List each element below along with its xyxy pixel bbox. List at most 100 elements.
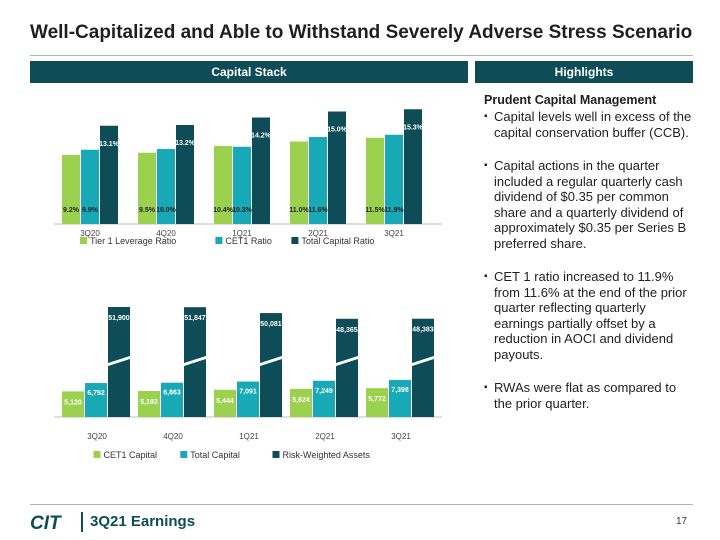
axis-break-mark	[105, 355, 133, 367]
legend-label: Risk-Weighted Assets	[283, 450, 371, 460]
x-tick-label: 1Q21	[232, 229, 252, 238]
legend-swatch	[180, 451, 188, 458]
data-label: 9.9%	[82, 207, 99, 214]
bar	[404, 109, 422, 224]
data-label: 13.1%	[99, 141, 120, 148]
data-label: 11.5%	[365, 207, 385, 214]
bar	[81, 149, 99, 224]
data-label: 14.2%	[251, 133, 272, 140]
data-label: 7,091	[239, 389, 257, 396]
highlight-item: Capital levels well in excess of the cap…	[484, 109, 696, 140]
data-label: 5,772	[368, 396, 386, 403]
bar	[252, 117, 270, 224]
data-label: 15.0%	[327, 127, 348, 134]
data-label: 5,624	[292, 397, 310, 404]
x-tick-label: 3Q20	[87, 432, 107, 441]
bar	[260, 313, 282, 417]
data-label: 48,365	[336, 327, 358, 334]
capital-ratios-chart: 9.2% 9.9% 13.1% 3Q20 9.5% 10.0% 13.2% 4Q20 10.4%…	[54, 109, 442, 246]
data-label: 13.2%	[175, 140, 196, 147]
data-label: 51,900	[108, 315, 130, 322]
footer-title: 3Q21 Earnings	[90, 513, 196, 530]
data-label: 5,193	[140, 399, 158, 406]
data-label: 5,120	[64, 399, 82, 406]
bar	[62, 391, 84, 417]
page-number: 17	[676, 516, 688, 527]
bar	[366, 388, 388, 417]
data-label: 50,081	[260, 321, 282, 328]
highlights-header: Highlights	[475, 61, 693, 83]
cit-logo: CIT	[30, 513, 62, 532]
data-label: 11.0%	[289, 207, 309, 214]
legend-swatch	[291, 237, 299, 244]
legend-label: CET1 Ratio	[225, 236, 272, 246]
axis-break-mark	[333, 355, 361, 367]
bar	[100, 125, 118, 224]
data-label: 10.3%	[232, 207, 253, 214]
x-tick-label: 4Q20	[163, 432, 183, 441]
bar	[290, 388, 312, 417]
axis-break-mark	[409, 355, 437, 367]
bar	[233, 146, 251, 224]
legend-swatch	[215, 237, 223, 244]
bar	[385, 134, 403, 224]
data-label: 6,792	[87, 390, 105, 397]
footer-divider	[30, 504, 693, 505]
data-label: 10.0%	[156, 207, 177, 214]
axis-break-mark	[257, 355, 285, 367]
bar	[85, 383, 107, 417]
highlights-heading: Prudent Capital Management	[484, 93, 657, 107]
bar	[176, 125, 194, 224]
data-label: 11.9%	[384, 207, 404, 214]
bar	[138, 152, 156, 224]
bar	[328, 111, 346, 224]
cit-logo-text: CIT	[30, 513, 62, 532]
legend-label: Total Capital	[190, 450, 240, 460]
data-label: 6,863	[163, 390, 181, 397]
highlight-item: CET 1 ratio increased to 11.9% from 11.6…	[484, 269, 696, 362]
bar	[313, 380, 335, 417]
x-tick-label: 3Q20	[80, 229, 100, 238]
axis-break-mark	[181, 355, 209, 367]
x-tick-label: 1Q21	[239, 432, 259, 441]
data-label: 51,847	[184, 315, 206, 322]
bar	[336, 318, 358, 417]
data-label: 7,249	[315, 388, 333, 395]
legend-swatch	[93, 451, 101, 458]
bar	[157, 149, 175, 224]
data-label: 10.4%	[213, 207, 234, 214]
legend-swatch	[272, 451, 280, 458]
highlights-panel: Prudent Capital Management Capital level…	[484, 93, 696, 411]
bar	[237, 381, 259, 417]
data-label: 11.6%	[308, 207, 328, 214]
data-label: 7,398	[391, 387, 409, 394]
bar	[309, 137, 327, 224]
capital-amounts-chart: 5,120 6,792 51,900 3Q20 5,193 6,863 51,847 4Q20…	[54, 307, 442, 460]
bar	[214, 146, 232, 224]
bar	[161, 382, 183, 417]
bar	[412, 318, 434, 417]
bar	[214, 389, 236, 417]
bar	[62, 155, 80, 224]
capital-stack-header: Capital Stack	[30, 61, 468, 83]
bar	[290, 141, 308, 224]
title-divider	[30, 55, 693, 56]
data-label: 9.5%	[139, 207, 156, 214]
legend-label: CET1 Capital	[104, 450, 158, 460]
x-tick-label: 2Q21	[308, 229, 328, 238]
x-tick-label: 4Q20	[156, 229, 176, 238]
page-title: Well-Capitalized and Able to Withstand S…	[30, 22, 693, 43]
x-tick-label: 3Q21	[391, 432, 411, 441]
x-tick-label: 2Q21	[315, 432, 335, 441]
highlight-item: Capital actions in the quarter included …	[484, 158, 696, 251]
bar	[138, 391, 160, 417]
bar	[389, 380, 411, 417]
highlight-item: RWAs were flat as compared to the prior …	[484, 380, 696, 411]
legend-label: Tier 1 Leverage Ratio	[90, 236, 176, 246]
legend-swatch	[80, 237, 87, 244]
x-tick-label: 3Q21	[384, 229, 404, 238]
footer-separator	[81, 512, 83, 532]
bar	[366, 137, 384, 224]
legend-label: Total Capital Ratio	[301, 236, 374, 246]
data-label: 5,444	[216, 398, 234, 405]
